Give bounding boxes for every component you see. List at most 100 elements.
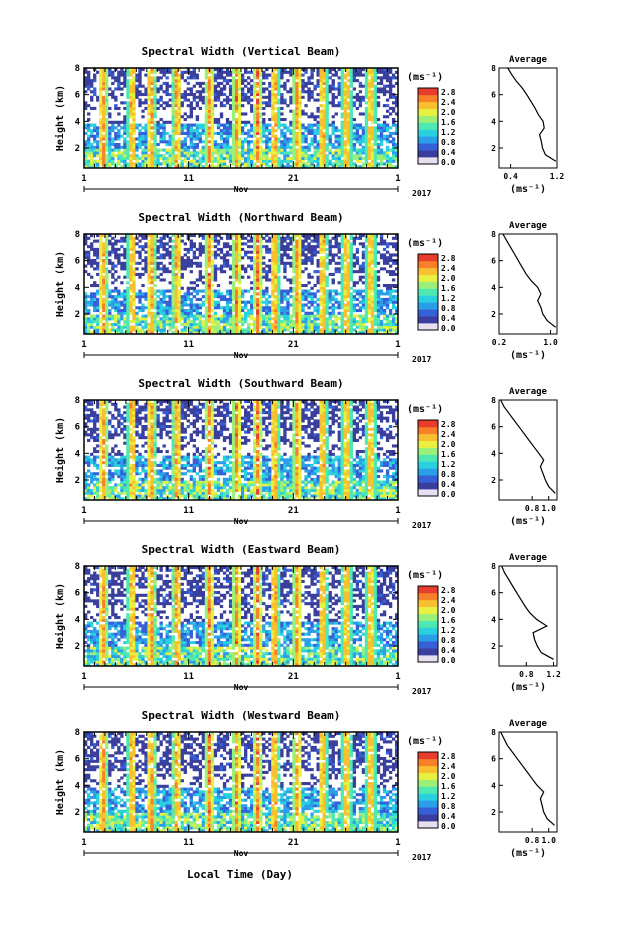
heatmap-cell bbox=[207, 300, 212, 304]
heatmap-cell bbox=[96, 300, 100, 304]
heatmap-cell bbox=[105, 314, 109, 318]
heatmap-cell bbox=[316, 306, 320, 310]
heatmap-cell bbox=[129, 137, 133, 141]
heatmap-cell bbox=[231, 264, 236, 268]
heatmap-cell bbox=[138, 79, 142, 83]
heatmap-cell bbox=[117, 129, 121, 133]
heatmap-cell bbox=[108, 151, 112, 155]
heatmap-cell bbox=[343, 303, 347, 307]
heatmap-cell bbox=[153, 261, 157, 265]
heatmap-cell bbox=[277, 234, 281, 238]
heatmap-cell bbox=[108, 270, 112, 274]
heatmap-cell bbox=[234, 118, 239, 122]
heatmap-cell bbox=[280, 256, 284, 260]
heatmap-cell bbox=[379, 68, 384, 72]
heatmap-cell bbox=[331, 289, 335, 293]
heatmap-cell bbox=[271, 309, 275, 313]
heatmap-cell bbox=[337, 148, 341, 152]
heatmap-cell bbox=[337, 261, 341, 265]
heatmap-cell bbox=[201, 303, 206, 307]
heatmap-cell bbox=[87, 134, 91, 138]
heatmap-cell bbox=[307, 242, 311, 246]
heatmap-cell bbox=[358, 143, 363, 147]
heatmap-cell bbox=[93, 253, 97, 257]
heatmap-cell bbox=[207, 275, 212, 279]
heatmap-cell bbox=[186, 297, 190, 301]
heatmap-cell bbox=[99, 93, 103, 97]
heatmap-cell bbox=[150, 261, 154, 265]
heatmap-cell bbox=[117, 289, 121, 293]
heatmap-cell bbox=[153, 234, 157, 238]
heatmap-cell bbox=[259, 300, 263, 304]
heatmap-cell bbox=[274, 151, 278, 155]
heatmap-cell bbox=[135, 145, 139, 149]
heatmap-cell bbox=[385, 137, 390, 141]
heatmap-cell bbox=[256, 106, 260, 110]
heatmap-cell bbox=[259, 295, 263, 299]
heatmap-cell bbox=[126, 259, 130, 263]
heatmap-cell bbox=[90, 275, 94, 279]
heatmap-cell bbox=[274, 68, 278, 72]
heatmap-cell bbox=[325, 123, 329, 127]
heatmap-cell bbox=[99, 275, 103, 279]
heatmap-cell bbox=[204, 109, 209, 113]
heatmap-cell bbox=[316, 250, 320, 254]
heatmap-cell bbox=[153, 140, 157, 144]
heatmap-cell bbox=[283, 325, 287, 329]
heatmap-cell bbox=[328, 84, 332, 88]
heatmap-cell bbox=[129, 87, 133, 91]
heatmap-cell bbox=[144, 129, 148, 133]
heatmap-cell bbox=[171, 137, 175, 141]
heatmap-cell bbox=[96, 165, 100, 169]
heatmap-cell bbox=[177, 256, 181, 260]
heatmap-cell bbox=[198, 275, 203, 279]
heatmap-cell bbox=[126, 264, 130, 268]
heatmap-cell bbox=[87, 253, 91, 257]
heatmap-cell bbox=[265, 292, 269, 296]
colorbar-segment bbox=[418, 101, 438, 110]
heatmap-cell bbox=[120, 314, 124, 318]
heatmap-cell bbox=[189, 162, 193, 166]
heatmap-cell bbox=[123, 123, 127, 127]
heatmap-cell bbox=[364, 109, 369, 113]
heatmap-cell bbox=[325, 106, 329, 110]
heatmap-cell bbox=[231, 320, 236, 324]
heatmap-cell bbox=[343, 126, 347, 130]
heatmap-cell bbox=[237, 306, 242, 310]
heatmap-cell bbox=[286, 126, 290, 130]
heatmap-cell bbox=[222, 309, 227, 313]
heatmap-cell bbox=[177, 123, 181, 127]
heatmap-cell bbox=[325, 95, 329, 99]
heatmap-cell bbox=[304, 129, 308, 133]
heatmap-cell bbox=[234, 325, 239, 329]
heatmap-cell bbox=[391, 137, 396, 141]
heatmap-cell bbox=[295, 90, 299, 94]
heatmap-cell bbox=[298, 242, 302, 246]
heatmap-cell bbox=[192, 98, 197, 102]
heatmap-cell bbox=[216, 93, 221, 97]
heatmap-cell bbox=[277, 84, 281, 88]
heatmap-cell bbox=[150, 267, 154, 271]
heatmap-cell bbox=[295, 123, 299, 127]
heatmap-cell bbox=[210, 134, 215, 138]
heatmap-cell bbox=[274, 162, 278, 166]
heatmap-cell bbox=[162, 278, 166, 282]
heatmap-cell bbox=[153, 320, 157, 324]
heatmap-cell bbox=[99, 137, 103, 141]
heatmap-cell bbox=[271, 129, 275, 133]
heatmap-cell bbox=[123, 239, 127, 243]
heatmap-cell bbox=[174, 95, 178, 99]
heatmap-cell bbox=[138, 129, 142, 133]
heatmap-cell bbox=[337, 303, 341, 307]
heatmap-cell bbox=[289, 95, 293, 99]
heatmap-cell bbox=[141, 137, 145, 141]
heatmap-cell bbox=[96, 325, 100, 329]
heatmap-cell bbox=[213, 311, 218, 315]
heatmap-cell bbox=[105, 76, 109, 80]
heatmap-cell bbox=[165, 143, 169, 147]
heatmap-cell bbox=[87, 272, 91, 276]
heatmap-cell bbox=[216, 151, 221, 155]
heatmap-cell bbox=[364, 162, 369, 166]
